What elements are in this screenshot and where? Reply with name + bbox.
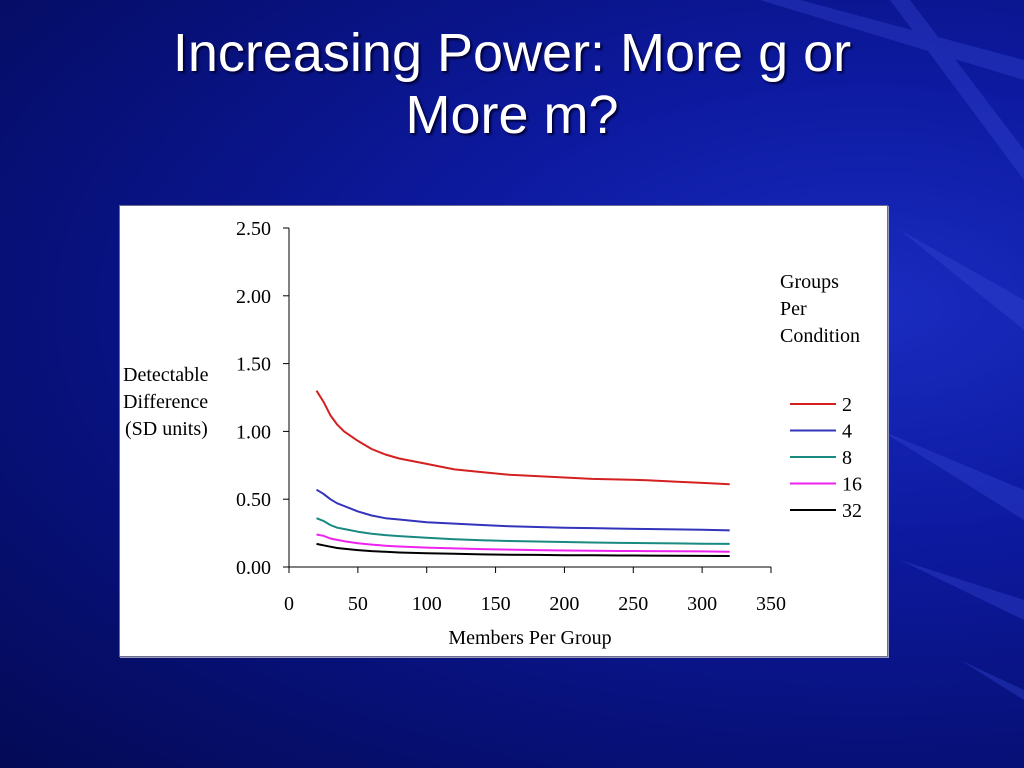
slide-title: Increasing Power: More g or More m? [0, 22, 1024, 146]
x-tick-label: 50 [348, 593, 368, 615]
x-tick-label: 100 [412, 593, 442, 615]
y-axis-label-line-2: Difference [123, 391, 208, 413]
legend-label-4: 4 [842, 421, 852, 443]
x-tick-label: 350 [756, 593, 786, 615]
y-axis-label: Detectable Difference (SD units) [123, 364, 214, 440]
y-tick-label: 1.00 [236, 421, 271, 443]
legend-title: Groups Per Condition [780, 271, 860, 347]
x-axis-label: Members Per Group [448, 627, 611, 649]
series-line-16 [316, 533, 730, 553]
y-tick-label: 2.50 [236, 218, 271, 240]
series-line-4 [315, 488, 730, 532]
x-tick-label: 300 [687, 593, 717, 615]
legend-title-line-3: Condition [780, 325, 860, 347]
y-axis-label-line-3: (SD units) [125, 418, 208, 440]
series-line-8 [316, 517, 730, 545]
legend-title-line-2: Per [780, 298, 807, 320]
legend-label-32: 32 [842, 500, 862, 522]
slide-title-line-2: More m? [405, 85, 619, 145]
x-tick-label: 150 [481, 593, 511, 615]
y-tick-label: 2.00 [236, 286, 271, 308]
x-tick-label: 250 [618, 593, 648, 615]
series-lines [315, 390, 730, 557]
y-tick-label: 0.00 [236, 557, 271, 579]
x-tick-label: 0 [284, 593, 294, 615]
slide-title-line-1: Increasing Power: More g or [172, 23, 852, 83]
y-axis: 0.00 0.50 1.00 1.50 2.00 2.50 [236, 218, 290, 579]
legend-title-line-1: Groups [780, 271, 839, 293]
x-tick-label: 200 [549, 593, 579, 615]
chart-panel: 0.00 0.50 1.00 1.50 2.00 2.50 0 50 100 150 200 250… [119, 205, 888, 657]
legend: 2 4 8 16 32 [790, 394, 862, 522]
y-tick-label: 1.50 [236, 354, 271, 376]
legend-label-8: 8 [842, 447, 852, 469]
legend-label-16: 16 [842, 474, 862, 496]
y-tick-label: 0.50 [236, 489, 271, 511]
x-axis: 0 50 100 150 200 250 300 350 [284, 566, 786, 615]
series-line-2 [315, 390, 730, 486]
series-line-32 [316, 542, 730, 557]
line-chart: 0.00 0.50 1.00 1.50 2.00 2.50 0 50 100 150 200 250… [123, 218, 862, 649]
y-axis-label-line-1: Detectable [123, 364, 209, 386]
legend-label-2: 2 [842, 394, 852, 416]
